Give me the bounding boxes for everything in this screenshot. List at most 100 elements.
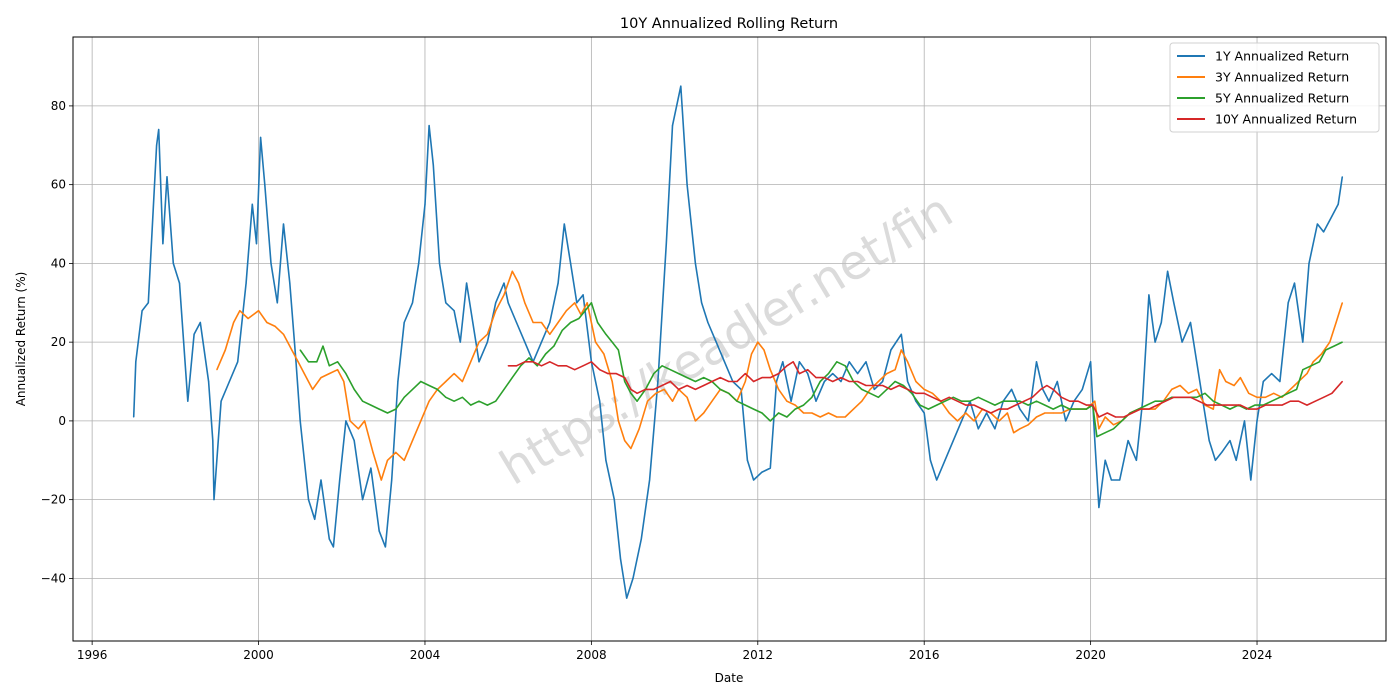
data-point-3y: [894, 369, 896, 371]
data-point-1y: [264, 184, 266, 186]
data-point-1y: [798, 361, 801, 363]
data-point-3y: [1035, 416, 1038, 418]
data-point-10y: [753, 380, 755, 383]
data-point-1y: [524, 341, 526, 343]
data-point-3y: [1329, 341, 1331, 343]
data-point-3y: [1273, 392, 1275, 394]
data-point-1y: [961, 420, 963, 422]
data-point-3y: [303, 373, 305, 375]
data-point-5y: [1196, 396, 1198, 398]
data-point-1y: [952, 440, 954, 442]
data-point-5y: [819, 380, 821, 383]
data-point-10y: [1331, 392, 1333, 394]
y-axis: −40 −20 0 20 40 60 80: [41, 99, 73, 585]
data-point-1y: [466, 282, 468, 284]
data-point-1y: [255, 243, 258, 245]
legend-box: [1169, 42, 1380, 133]
data-point-5y: [694, 380, 697, 383]
data-point-3y: [763, 349, 765, 351]
data-point-1y: [187, 400, 189, 402]
data-point-3y: [1212, 408, 1214, 410]
data-point-1y: [199, 321, 201, 324]
data-point-3y: [411, 440, 414, 442]
x-tick-label: 2016: [909, 648, 940, 662]
data-point-5y: [877, 396, 880, 398]
data-point-10y: [823, 377, 826, 379]
data-point-3y: [852, 408, 855, 410]
data-point-1y: [1181, 341, 1183, 343]
data-point-1y: [986, 412, 988, 414]
data-point-1y: [782, 361, 784, 363]
data-point-1y: [936, 479, 938, 481]
data-point-5y: [370, 404, 372, 406]
data-point-3y: [320, 377, 322, 379]
data-point-3y: [1154, 408, 1156, 410]
data-point-5y: [445, 396, 447, 398]
data-point-1y: [411, 302, 414, 304]
data-point-3y: [420, 420, 422, 422]
data-point-10y: [1298, 400, 1300, 402]
data-point-3y: [403, 459, 405, 461]
data-point-5y: [1318, 361, 1320, 363]
data-point-10y: [1256, 408, 1258, 410]
data-point-1y: [156, 144, 158, 146]
x-tick-label: 2012: [743, 648, 774, 662]
data-point-1y: [362, 499, 364, 501]
data-point-1y: [790, 400, 792, 402]
data-point-1y: [220, 400, 222, 402]
data-point-1y: [314, 518, 316, 520]
data-point-5y: [661, 365, 663, 367]
data-point-5y: [337, 361, 339, 363]
data-point-3y: [1225, 380, 1227, 383]
data-point-5y: [511, 377, 513, 379]
data-point-3y: [1239, 377, 1241, 379]
data-point-5y: [1096, 436, 1098, 438]
data-point-1y: [890, 349, 892, 351]
chart-title: 10Y Annualized Rolling Return: [620, 16, 838, 32]
data-point-5y: [977, 396, 979, 398]
data-point-1y: [994, 428, 996, 430]
data-point-10y: [744, 373, 746, 375]
data-point-1y: [1142, 400, 1144, 402]
data-point-1y: [378, 530, 380, 532]
data-point-5y: [911, 392, 913, 394]
data-point-1y: [715, 341, 717, 343]
data-point-5y: [1069, 408, 1071, 410]
data-point-1y: [563, 223, 565, 225]
data-point-1y: [141, 310, 143, 312]
data-point-3y: [478, 341, 480, 343]
data-point-1y: [701, 302, 703, 304]
data-point-5y: [944, 400, 946, 402]
data-point-5y: [1121, 420, 1123, 422]
data-point-5y: [536, 365, 538, 367]
data-point-1y: [557, 282, 559, 284]
data-point-5y: [994, 404, 996, 406]
data-point-10y: [703, 384, 705, 387]
x-tick-label: 2008: [576, 648, 607, 662]
data-point-10y: [574, 369, 576, 371]
data-point-3y: [224, 349, 226, 351]
data-point-3y: [445, 380, 447, 383]
data-point-1y: [1337, 203, 1339, 205]
data-point-1y: [1243, 420, 1246, 422]
data-point-1y: [251, 203, 253, 205]
data-point-5y: [420, 380, 422, 383]
data-point-3y: [836, 416, 838, 418]
data-point-1y: [640, 538, 642, 540]
y-tick-label: 40: [51, 256, 66, 270]
data-point-3y: [1052, 412, 1054, 414]
data-point-3y: [1044, 412, 1046, 414]
data-point-5y: [461, 396, 463, 398]
data-point-5y: [1146, 404, 1148, 406]
data-point-3y: [282, 333, 285, 335]
data-point-10y: [1069, 400, 1071, 402]
data-point-5y: [936, 404, 938, 406]
data-point-5y: [1287, 392, 1289, 394]
data-point-3y: [861, 400, 863, 402]
data-point-5y: [1027, 404, 1029, 406]
data-point-5y: [605, 333, 607, 335]
data-point-3y: [266, 321, 268, 324]
data-point-5y: [453, 400, 455, 402]
data-point-10y: [882, 384, 884, 387]
data-point-1y: [873, 388, 875, 390]
